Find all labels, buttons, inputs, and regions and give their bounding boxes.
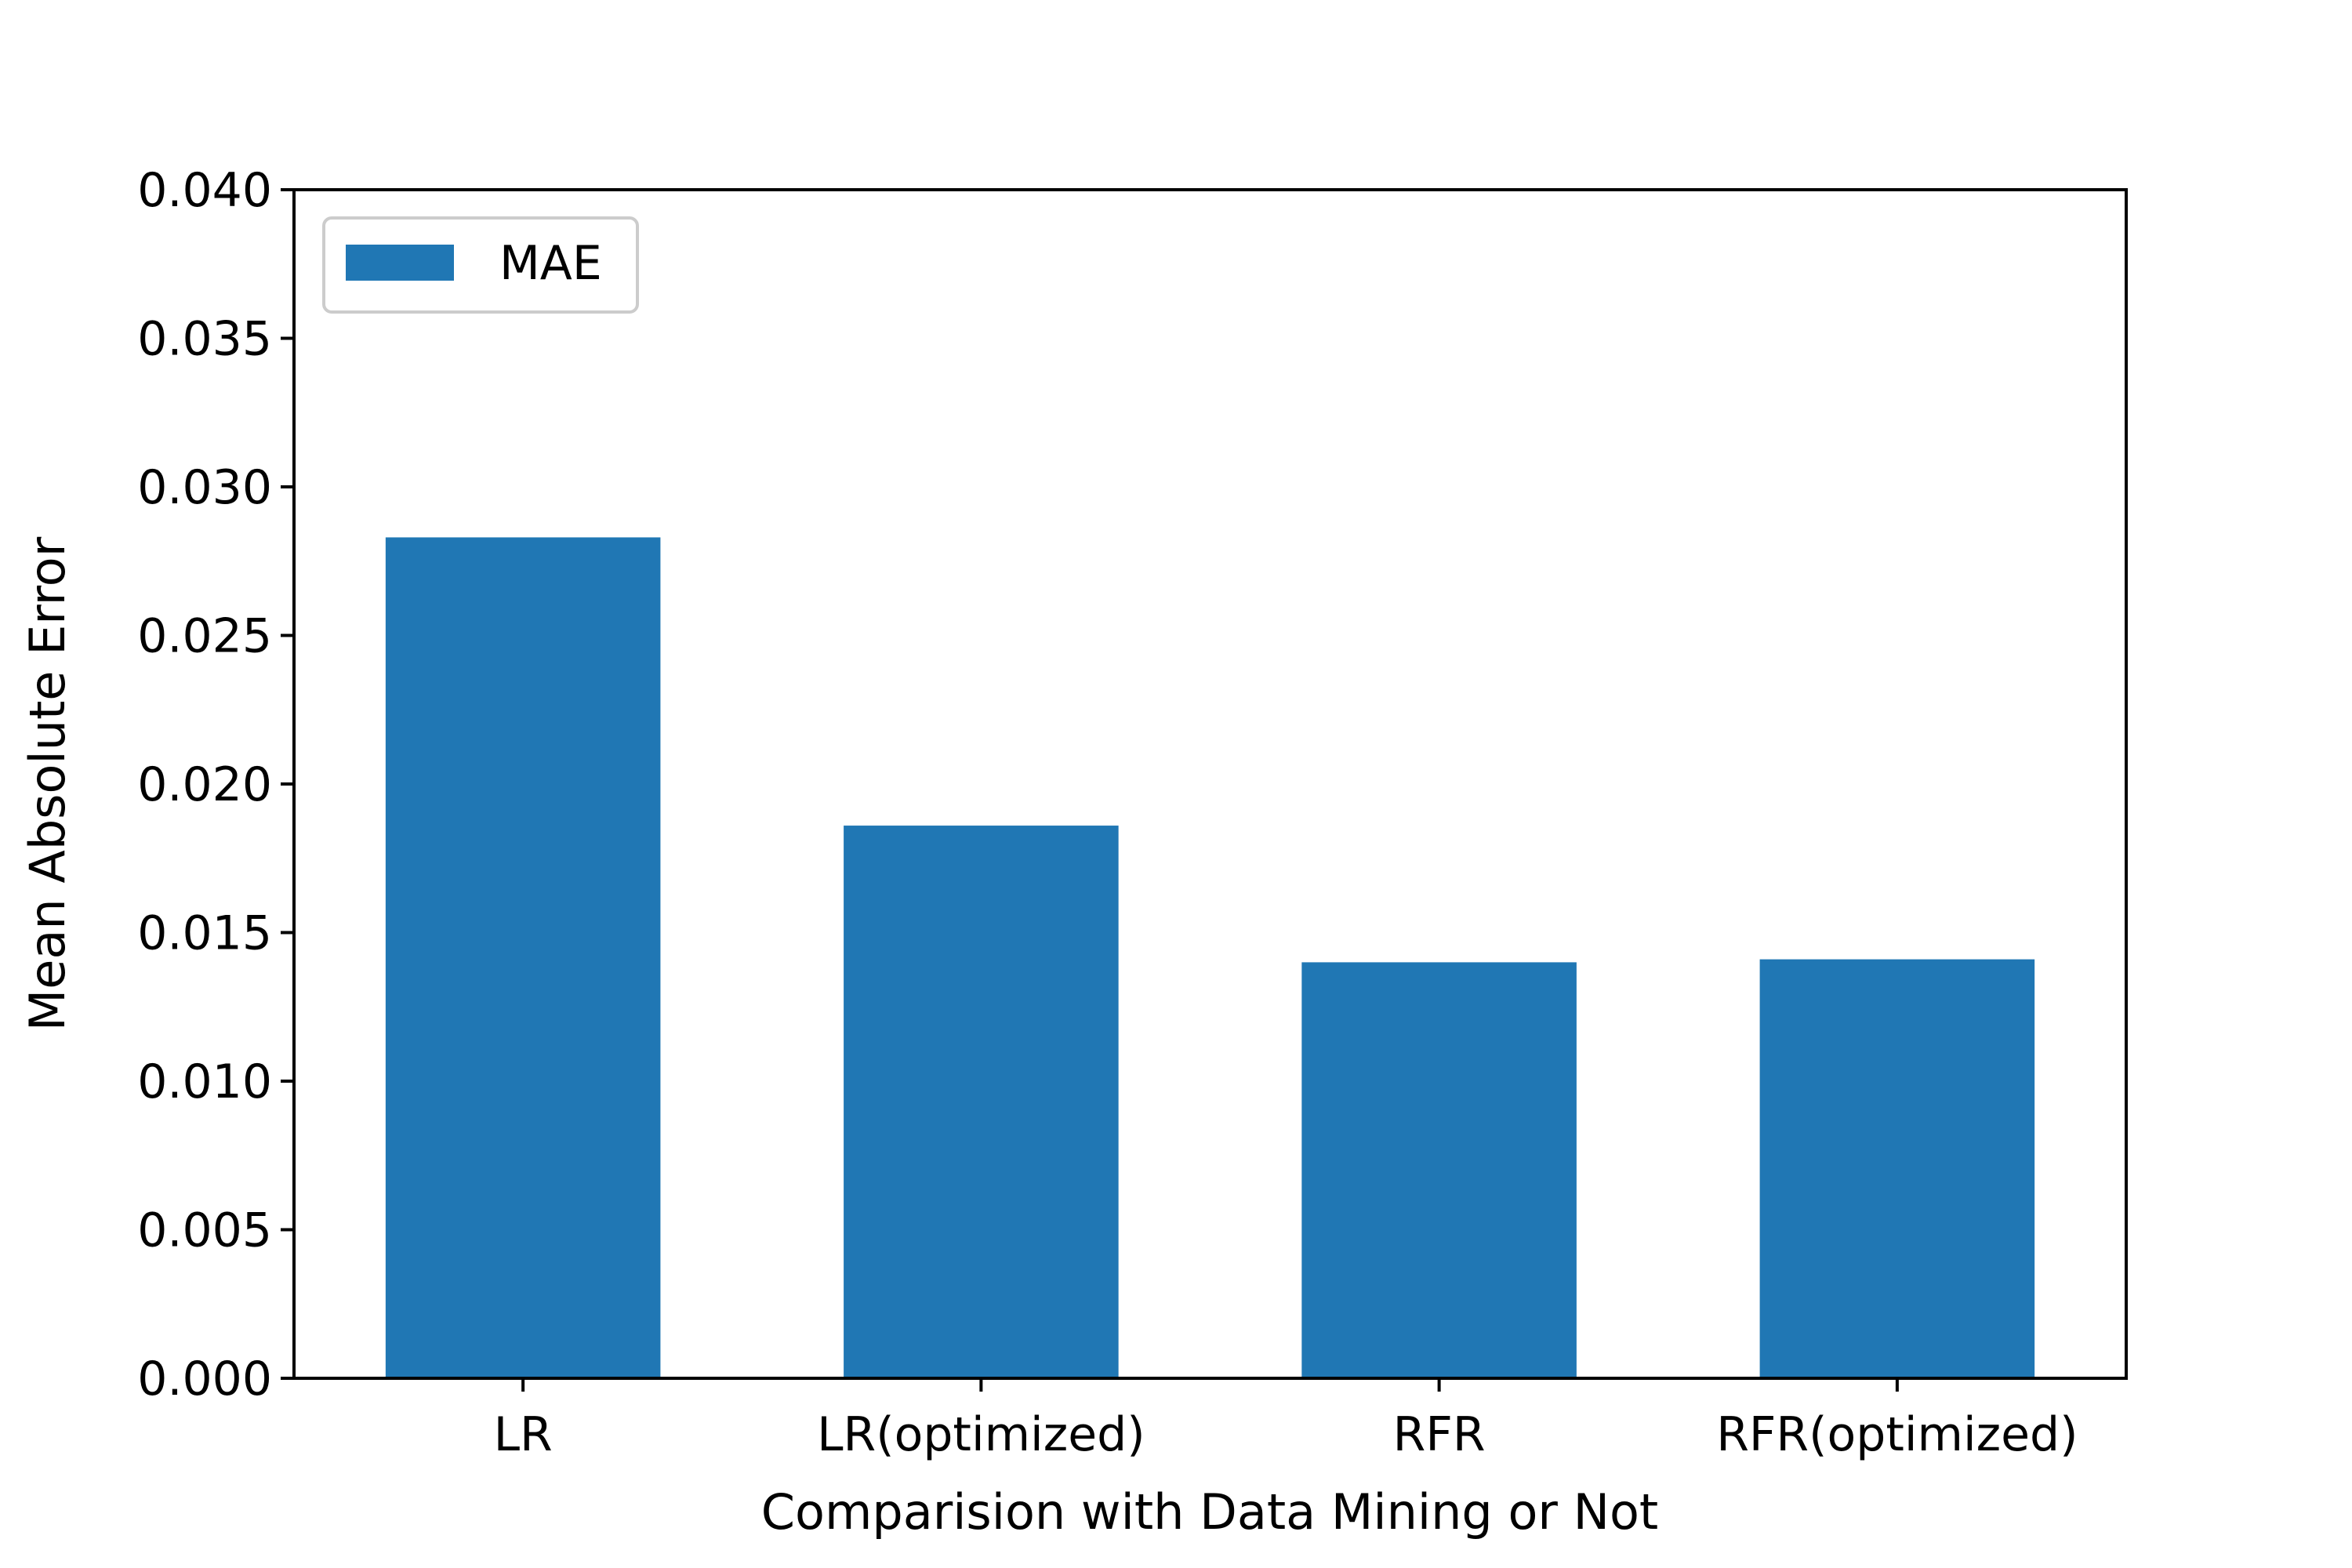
- y-tick-label: 0.000: [137, 1352, 272, 1406]
- x-axis: LR LR(optimized) RFR RFR(optimized): [494, 1378, 2078, 1462]
- y-tick-label: 0.035: [137, 312, 272, 367]
- bar-lr-optimized: [844, 826, 1119, 1378]
- legend-label: MAE: [499, 236, 602, 291]
- y-axis-title: Mean Absolute Error: [19, 536, 76, 1031]
- legend-box: [322, 216, 639, 314]
- x-tick-label: LR: [494, 1407, 553, 1462]
- x-tick-label: RFR(optimized): [1716, 1407, 2078, 1462]
- bar-rfr: [1301, 962, 1577, 1378]
- plot-frame: [292, 188, 2128, 1380]
- x-axis-title: Comparision with Data Mining or Not: [761, 1483, 1659, 1541]
- y-tick-label: 0.020: [137, 757, 272, 812]
- bar-lr: [385, 537, 661, 1379]
- y-tick-label: 0.005: [137, 1203, 272, 1258]
- y-tick-label: 0.025: [137, 609, 272, 664]
- y-axis: 0.000 0.005 0.010 0.015 0.020 0.025 0.030 0.035…: [137, 163, 294, 1406]
- bars-group: [385, 537, 2035, 1379]
- y-tick-label: 0.015: [137, 906, 272, 961]
- bar-rfr-optimized: [1759, 959, 2035, 1378]
- x-tick-label: RFR: [1393, 1407, 1486, 1462]
- y-tick-label: 0.010: [137, 1054, 272, 1109]
- legend-swatch: [346, 245, 454, 281]
- y-tick-label: 0.040: [137, 163, 272, 218]
- x-tick-label: LR(optimized): [817, 1407, 1145, 1462]
- y-tick-label: 0.030: [137, 460, 272, 515]
- legend: MAE: [322, 216, 639, 314]
